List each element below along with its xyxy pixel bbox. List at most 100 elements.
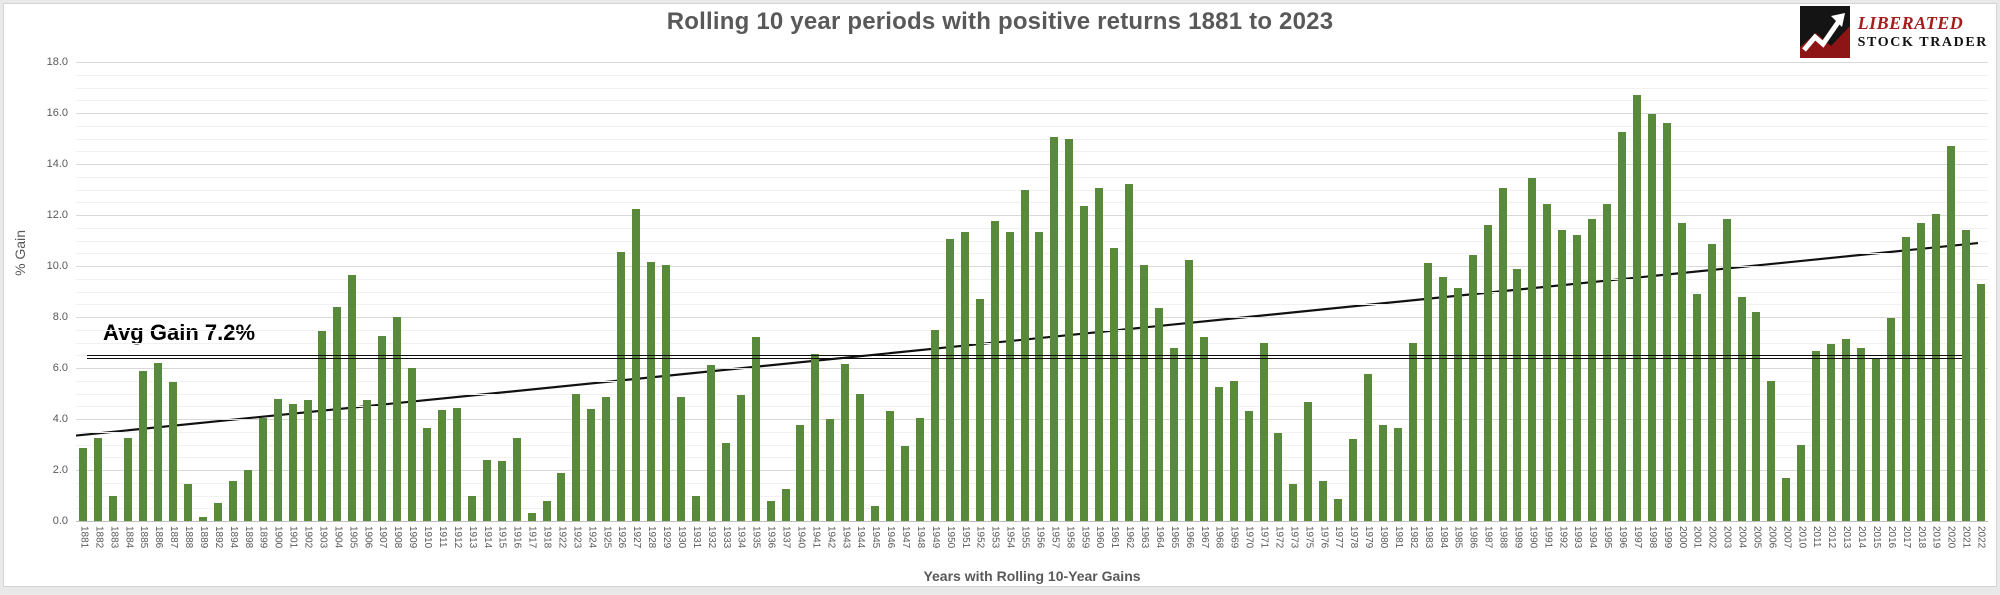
x-tick-label: 1932 [705, 526, 717, 549]
x-tick-label: 1952 [974, 526, 986, 549]
x-tick-label: 2012 [1826, 526, 1838, 549]
bar-1940 [796, 425, 805, 521]
y-tick-label: 8.0 [52, 311, 68, 323]
x-tick-label: 1934 [735, 526, 747, 549]
x-tick-label: 1922 [556, 526, 568, 549]
bar-1886 [154, 362, 163, 521]
x-tick-label: 1986 [1467, 526, 1479, 549]
minor-gridline [76, 444, 1988, 446]
bar-2004 [1737, 296, 1746, 521]
bar-2003 [1722, 218, 1731, 521]
x-tick-label: 1991 [1542, 526, 1554, 549]
bar-1948 [915, 417, 924, 521]
bar-1950 [945, 239, 954, 521]
bar-1953 [990, 221, 999, 521]
y-tick-label: 10.0 [46, 260, 68, 272]
bar-1946 [886, 411, 895, 521]
x-tick-label: 1912 [451, 526, 463, 549]
x-tick-label: 1948 [914, 526, 926, 549]
x-tick-label: 1944 [855, 526, 867, 549]
bar-2001 [1692, 294, 1701, 521]
x-tick-label: 2020 [1945, 526, 1957, 549]
bar-1905 [348, 274, 357, 521]
bar-1978 [1349, 439, 1358, 521]
bar-1894 [228, 481, 237, 521]
bar-1954 [1005, 231, 1014, 521]
logo-line1: LIBERATED [1857, 13, 1964, 33]
x-tick-label: 2022 [1975, 526, 1987, 549]
x-tick-label: 2015 [1870, 526, 1882, 549]
x-tick-label: 1985 [1452, 526, 1464, 549]
y-tick-label: 16.0 [46, 107, 68, 119]
minor-gridline [76, 406, 1988, 408]
x-tick-label: 2021 [1960, 526, 1972, 549]
x-tick-label: 1992 [1557, 526, 1569, 549]
bar-1972 [1274, 433, 1283, 521]
major-gridline [76, 164, 1988, 165]
minor-gridline [76, 189, 1988, 191]
x-tick-label: 1987 [1482, 526, 1494, 549]
bar-2011 [1812, 351, 1821, 521]
bar-1887 [169, 382, 178, 521]
x-tick-label: 1969 [1228, 526, 1240, 549]
bar-1923 [572, 393, 581, 521]
bar-2016 [1886, 318, 1895, 521]
bar-1965 [1169, 347, 1178, 521]
bar-1916 [512, 438, 521, 521]
x-tick-label: 1929 [661, 526, 673, 549]
x-tick-label: 1889 [197, 526, 209, 549]
x-tick-label: 1968 [1213, 526, 1225, 549]
bar-1927 [632, 208, 641, 521]
bar-1963 [1140, 264, 1149, 521]
x-tick-label: 1946 [885, 526, 897, 549]
bar-1942 [826, 419, 835, 521]
x-tick-label: 1900 [272, 526, 284, 549]
x-tick-label: 1945 [870, 526, 882, 549]
chart-title: Rolling 10 year periods with positive re… [666, 8, 1334, 35]
x-tick-label: 1931 [690, 526, 702, 549]
x-tick-label: 1899 [257, 526, 269, 549]
bar-2012 [1827, 343, 1836, 521]
bar-1888 [184, 484, 193, 521]
major-gridline [76, 419, 1988, 420]
bar-1898 [243, 470, 252, 521]
x-tick-label: 2010 [1796, 526, 1808, 549]
bar-1967 [1199, 337, 1208, 521]
x-tick-label: 1950 [944, 526, 956, 549]
bar-1914 [482, 459, 491, 521]
bar-1985 [1453, 287, 1462, 521]
bar-1933 [721, 443, 730, 521]
x-tick-label: 1981 [1392, 526, 1404, 549]
bar-1961 [1110, 248, 1119, 521]
x-tick-label: 1936 [765, 526, 777, 549]
bar-2007 [1782, 477, 1791, 521]
y-tick-label: 6.0 [52, 362, 68, 374]
x-tick-label: 2016 [1885, 526, 1897, 549]
bar-2010 [1797, 444, 1806, 521]
x-tick-label: 1904 [332, 526, 344, 549]
bar-1932 [706, 365, 715, 521]
x-tick-label: 1943 [840, 526, 852, 549]
x-tick-label: 1915 [496, 526, 508, 549]
bar-2022 [1976, 283, 1985, 521]
bar-1910 [423, 427, 432, 521]
x-tick-label: 1935 [750, 526, 762, 549]
x-tick-label: 1963 [1139, 526, 1151, 549]
bar-2000 [1677, 222, 1686, 521]
bar-1975 [1304, 402, 1313, 521]
bar-1902 [303, 399, 312, 521]
x-tick-label: 1902 [302, 526, 314, 549]
bar-2017 [1901, 236, 1910, 521]
bar-1960 [1095, 188, 1104, 521]
major-gridline [76, 266, 1988, 267]
x-tick-label: 1975 [1303, 526, 1315, 549]
x-tick-label: 1942 [825, 526, 837, 549]
minor-gridline [76, 380, 1988, 382]
x-tick-label: 2001 [1691, 526, 1703, 549]
bar-1964 [1154, 308, 1163, 521]
x-tick-label: 1928 [646, 526, 658, 549]
bar-1911 [437, 410, 446, 521]
bar-1971 [1259, 342, 1268, 521]
bar-1968 [1214, 387, 1223, 521]
bar-1969 [1229, 380, 1238, 521]
